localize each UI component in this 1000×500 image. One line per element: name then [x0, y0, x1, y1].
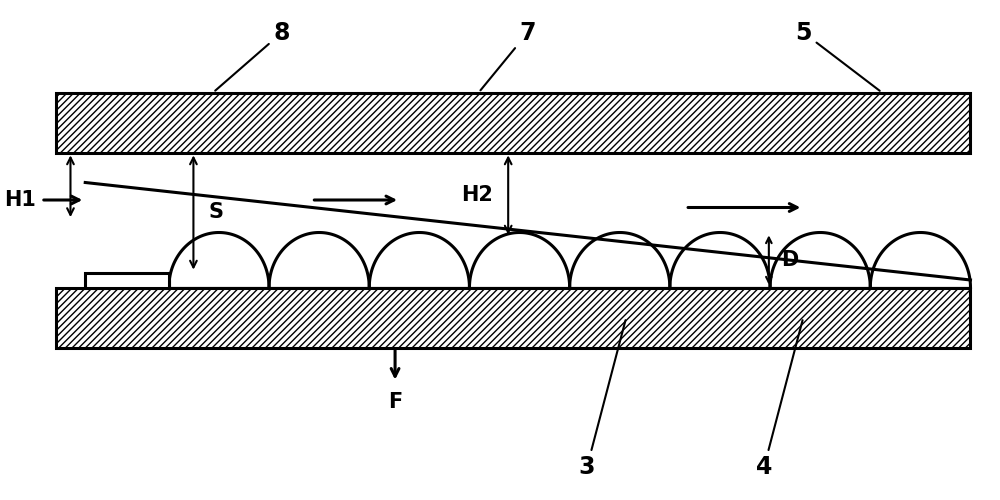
Bar — [85, 272, 169, 287]
Text: 7: 7 — [480, 20, 536, 90]
Text: H1: H1 — [4, 190, 36, 210]
Text: 5: 5 — [795, 20, 880, 91]
Text: D: D — [781, 250, 798, 270]
Text: 3: 3 — [579, 320, 626, 480]
Bar — [56, 288, 970, 348]
Bar — [56, 92, 970, 152]
Text: F: F — [388, 392, 402, 412]
Text: S: S — [208, 202, 223, 222]
Bar — [56, 92, 970, 152]
Text: 8: 8 — [215, 20, 290, 90]
Text: H2: H2 — [462, 185, 493, 205]
Text: 4: 4 — [756, 320, 803, 480]
Bar — [56, 288, 970, 348]
